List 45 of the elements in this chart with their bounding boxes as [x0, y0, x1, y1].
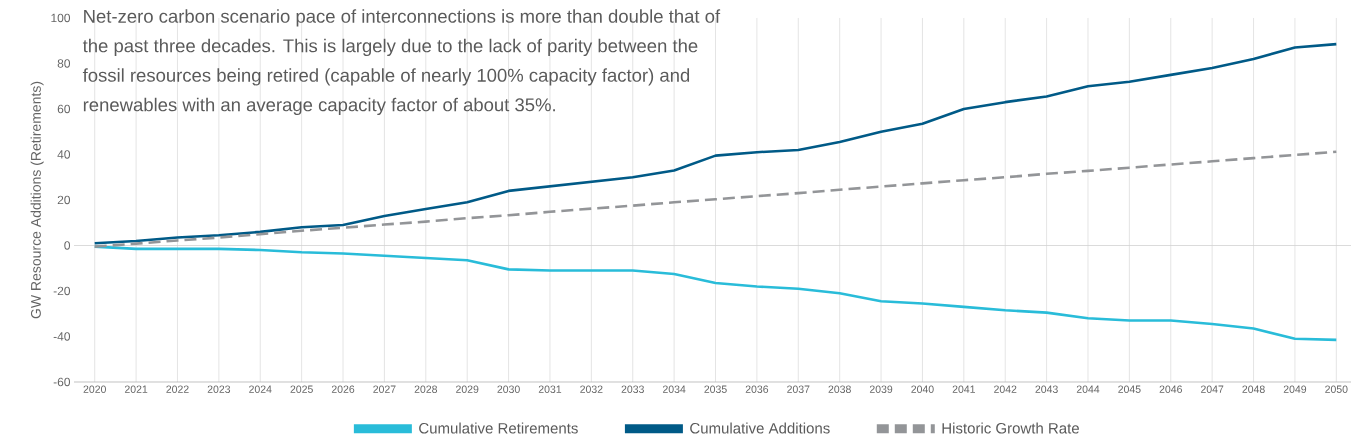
x-tick-label: 2025	[290, 385, 313, 393]
x-tick-label: 2041	[952, 385, 975, 393]
y-tick-label: -20	[53, 286, 71, 296]
y-tick-label: 80	[57, 59, 71, 68]
y-tick-label: 0	[64, 241, 71, 250]
x-tick-label: 2038	[828, 385, 851, 393]
x-tick-label: 2039	[869, 385, 893, 393]
x-tick-label: 2045	[1118, 385, 1141, 393]
x-tick-label: 2021	[124, 385, 148, 393]
x-tick-label: 2020	[83, 385, 106, 393]
y-tick-label: 40	[57, 150, 71, 159]
x-tick-label: 2047	[1201, 385, 1224, 393]
x-tick-label: 2036	[745, 385, 769, 393]
y-tick-label: 100	[51, 13, 71, 23]
x-tick-label: 2044	[1076, 385, 1100, 393]
y-tick-label: 60	[57, 104, 71, 114]
x-tick-label: 2023	[207, 385, 231, 393]
x-tick-label: 2043	[1035, 385, 1058, 393]
x-tick-label: 2040	[911, 385, 934, 393]
x-tick-label: 2031	[538, 385, 562, 393]
x-tick-label: 2026	[331, 385, 355, 393]
x-tick-label: 2046	[1159, 385, 1182, 393]
y-tick-label: -40	[53, 332, 71, 341]
x-tick-label: 2042	[994, 385, 1017, 393]
x-tick-label: 2024	[249, 385, 272, 393]
x-tick-label: 2048	[1242, 385, 1265, 393]
x-tick-label: 2035	[704, 385, 727, 393]
legend-label: Cumulative Additions	[690, 422, 830, 434]
x-tick-label: 2049	[1283, 385, 1307, 393]
x-tick-label: 2030	[497, 385, 520, 393]
x-tick-label: 2033	[621, 385, 644, 393]
legend-label: Cumulative Retirements	[419, 422, 578, 434]
x-tick-label: 2027	[373, 385, 396, 393]
y-tick-label: 20	[57, 195, 71, 205]
x-tick-label: 2037	[787, 385, 810, 393]
x-tick-label: 2028	[414, 385, 438, 393]
y-axis-title: GW Resource Additions (Retirements)	[30, 81, 44, 319]
x-tick-label: 2029	[456, 385, 479, 393]
legend-label: Historic Growth Rate	[942, 422, 1079, 434]
x-tick-label: 2022	[166, 385, 189, 393]
y-tick-label: -60	[53, 377, 71, 387]
x-tick-label: 2050	[1325, 385, 1348, 393]
annotation: Net-zero carbon scenario pace of interconnections is more than double that of the past three decades. This is largely due to the lack of parity between the fossil resources being retired (capable of nearly 100% capacity factor) and renewables with an average capacity factor of about 35%.	[82, 9, 721, 116]
x-tick-label: 2034	[662, 385, 686, 393]
x-tick-label: 2032	[580, 385, 603, 393]
